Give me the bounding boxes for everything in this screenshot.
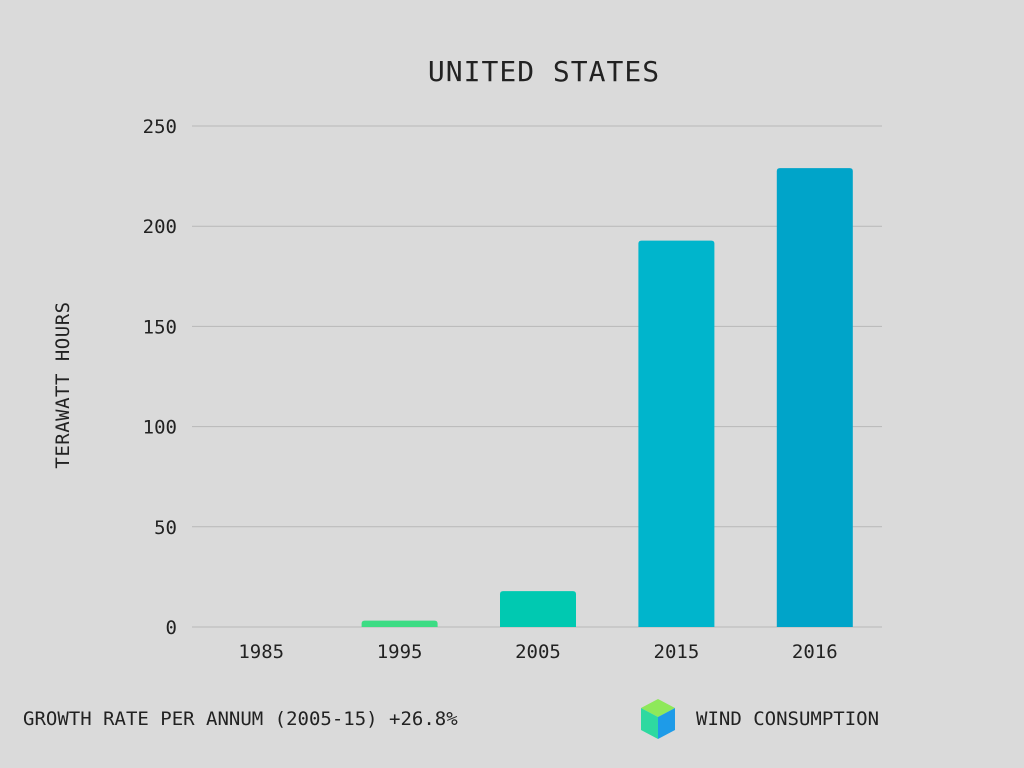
bar-2005 — [500, 591, 576, 627]
x-tick-label: 2005 — [515, 641, 561, 663]
y-tick-label: 50 — [154, 517, 177, 539]
legend-label: WIND CONSUMPTION — [696, 708, 880, 730]
x-axis-ticks: 1985 1995 2005 2015 2016 — [238, 641, 837, 663]
bar-2015 — [638, 240, 715, 628]
cube-icon — [641, 699, 675, 739]
x-tick-label: 1995 — [377, 641, 423, 663]
y-tick-label: 0 — [166, 617, 177, 639]
bar-2016 — [776, 168, 853, 628]
bar-1995 — [361, 620, 438, 627]
x-tick-label: 2015 — [654, 641, 700, 663]
y-tick-label: 150 — [143, 316, 177, 338]
growth-rate-note: GROWTH RATE PER ANNUM (2005-15) +26.8% — [23, 708, 458, 730]
x-tick-label: 2016 — [792, 641, 838, 663]
legend: WIND CONSUMPTION — [640, 698, 879, 740]
y-tick-label: 200 — [143, 216, 177, 238]
y-tick-label: 250 — [143, 116, 177, 138]
x-tick-label: 1985 — [238, 641, 284, 663]
y-axis-ticks: 0 50 100 150 200 250 — [143, 116, 177, 639]
chart-title: UNITED STATES — [427, 55, 661, 88]
y-tick-label: 100 — [143, 417, 177, 439]
bars — [361, 168, 853, 628]
